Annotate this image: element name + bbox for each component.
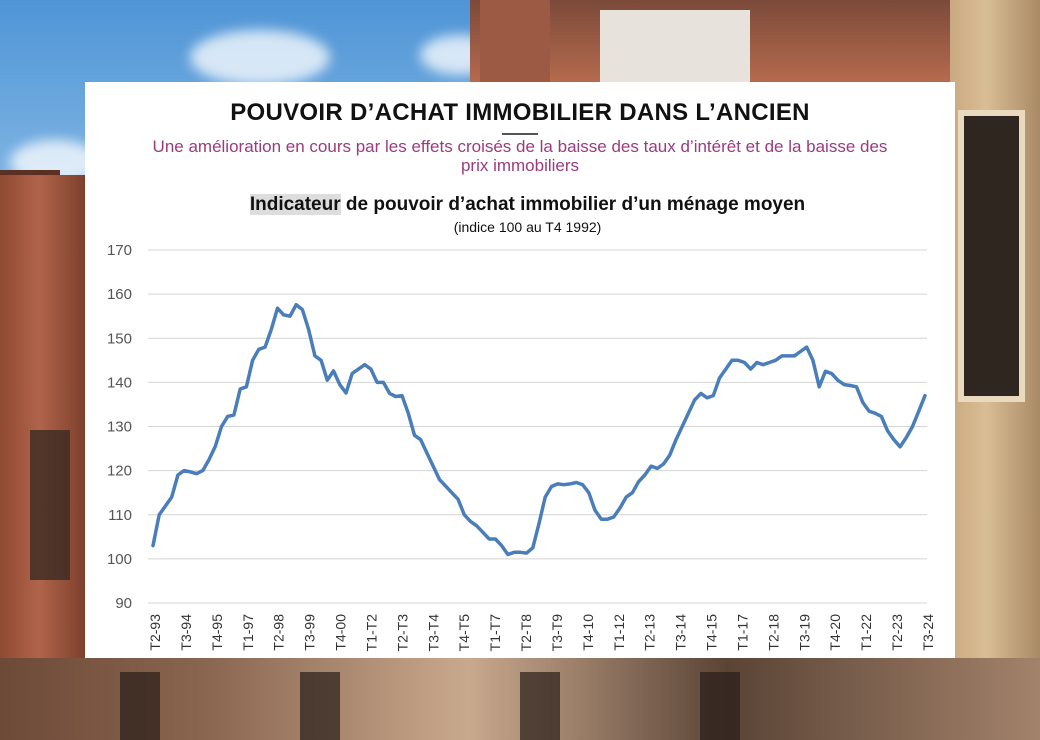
x-tick-label: T3-T9 [549,614,565,652]
window [30,430,70,580]
chart-subtitle: (indice 100 au T4 1992) [453,219,602,235]
y-tick-label: 130 [107,419,132,436]
dormer [600,10,750,82]
window [120,672,160,740]
x-tick-label: T1-T7 [487,614,503,652]
x-tick-label: T3-T4 [425,614,441,652]
x-tick-label: T3-24 [920,614,936,651]
x-tick-label: T3-14 [673,614,689,651]
title-divider [502,133,538,135]
x-tick-label: T4-00 [333,614,349,651]
line-chart: 90 100 110 120 130 140 150 160 170 T2-93 T3-94 T4-9… [107,242,936,652]
x-tick-label: T2-93 [147,614,163,651]
cloud [190,30,330,85]
chimney [480,0,550,82]
x-tick-label: T3-94 [178,614,194,651]
x-tick-label: T2-13 [642,614,658,651]
page-subtitle: Une amélioration en cours par les effets… [152,137,888,175]
window [958,110,1025,402]
chart-card: POUVOIR D’ACHAT IMMOBILIER DANS L’ANCIEN… [85,82,955,658]
y-tick-label: 100 [107,551,132,568]
x-tick-label: T1-22 [858,614,874,651]
x-tick-label: T1-12 [611,614,627,651]
series-line [151,302,927,557]
window [520,672,560,740]
page-title: POUVOIR D’ACHAT IMMOBILIER DANS L’ANCIEN [230,99,810,126]
x-tick-label: T2-98 [271,614,287,651]
x-tick-label: T4-15 [704,614,720,651]
x-tick-label: T2-23 [889,614,905,651]
x-tick-label: T1-17 [734,614,750,651]
x-tick-label: T1-T2 [363,614,379,652]
y-tick-label: 120 [107,463,132,480]
x-tick-label: T1-97 [240,614,256,651]
x-tick-label: T3-19 [796,614,812,651]
y-tick-label: 140 [107,374,132,391]
y-tick-label: 110 [108,507,132,524]
y-tick-label: 90 [115,595,132,612]
window [300,672,340,740]
y-tick-label: 170 [107,242,132,259]
chart-title-rest: de pouvoir d’achat immobilier d’un ménag… [340,194,806,215]
x-tick-label: T4-20 [827,614,843,651]
x-tick-label: T2-18 [765,614,781,651]
chart-title: Indicateur de pouvoir d’achat immobilier… [85,194,970,216]
rooftop [470,0,1040,82]
x-tick-label: T4-T5 [456,614,472,652]
window [700,672,740,740]
x-tick-label: T2-T3 [394,614,410,652]
y-tick-label: 150 [107,330,132,347]
x-tick-label: T3-99 [302,614,318,651]
chart-title-highlight: Indicateur [249,194,341,215]
x-tick-label: T4-95 [209,614,225,651]
x-tick-label: T4-10 [580,614,596,651]
x-tick-label: T2-T8 [518,614,534,652]
y-tick-label: 160 [107,286,132,303]
